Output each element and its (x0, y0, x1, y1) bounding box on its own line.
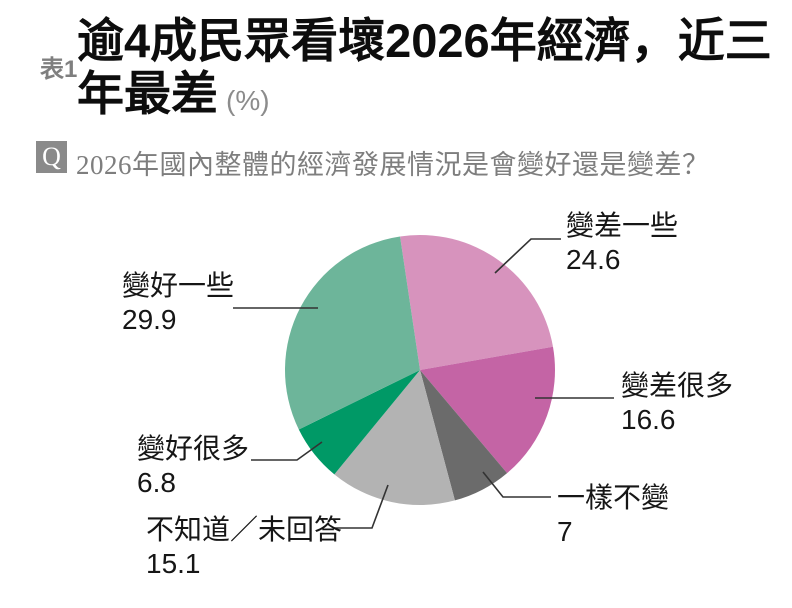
leader-line-better-much (251, 441, 323, 461)
slice-name: 變差很多 (621, 370, 734, 401)
pie-slice-5 (284, 236, 420, 430)
leader-lines-group (233, 238, 614, 529)
page-title: 逾4成民眾看壞2026年經濟，近三 年最差 (%) (77, 14, 782, 127)
label-worse-slightly: 變差一些 24.6 (566, 209, 678, 277)
pie-slice-0 (400, 234, 553, 370)
slice-value: 24.6 (566, 244, 621, 275)
label-worse-much: 變差很多 16.6 (621, 369, 733, 437)
pie-slice-2 (420, 370, 508, 501)
pie-slice-3 (334, 370, 455, 505)
slice-value: 15.1 (146, 548, 201, 579)
pie-slices-group (284, 234, 555, 505)
slice-name: 變差一些 (566, 210, 679, 241)
label-no-change: 一樣不變 7 (557, 481, 669, 549)
slice-value: 6.8 (137, 467, 176, 498)
slice-name: 變好一些 (122, 270, 235, 301)
question-badge: Q (36, 141, 67, 173)
title-unit-label: (%) (226, 85, 270, 116)
pie-slice-4 (298, 370, 420, 475)
label-better-much: 變好很多 6.8 (137, 432, 249, 500)
label-better-slightly: 變好一些 29.9 (122, 269, 234, 337)
leader-line-worse-slightly (494, 238, 561, 274)
slice-name: 變好很多 (137, 433, 250, 464)
slice-value: 7 (557, 516, 573, 547)
label-dont-know: 不知道／未回答 15.1 (146, 513, 342, 581)
page-title-line2: 年最差 (77, 67, 218, 120)
leader-line-no-change (482, 471, 551, 498)
leader-line-dont-know (334, 484, 389, 529)
pie-slice-1 (420, 346, 555, 474)
slice-name: 不知道／未回答 (146, 514, 343, 545)
page-title-line1: 逾4成民眾看壞2026年經濟，近三 (77, 14, 772, 67)
table-number-label: 表1 (40, 56, 78, 83)
slice-value: 16.6 (621, 404, 676, 435)
question-text: 2026年國內整體的經濟發展情況是會變好還是變差？ (76, 150, 710, 180)
slice-name: 一樣不變 (557, 482, 670, 513)
slice-value: 29.9 (122, 304, 177, 335)
